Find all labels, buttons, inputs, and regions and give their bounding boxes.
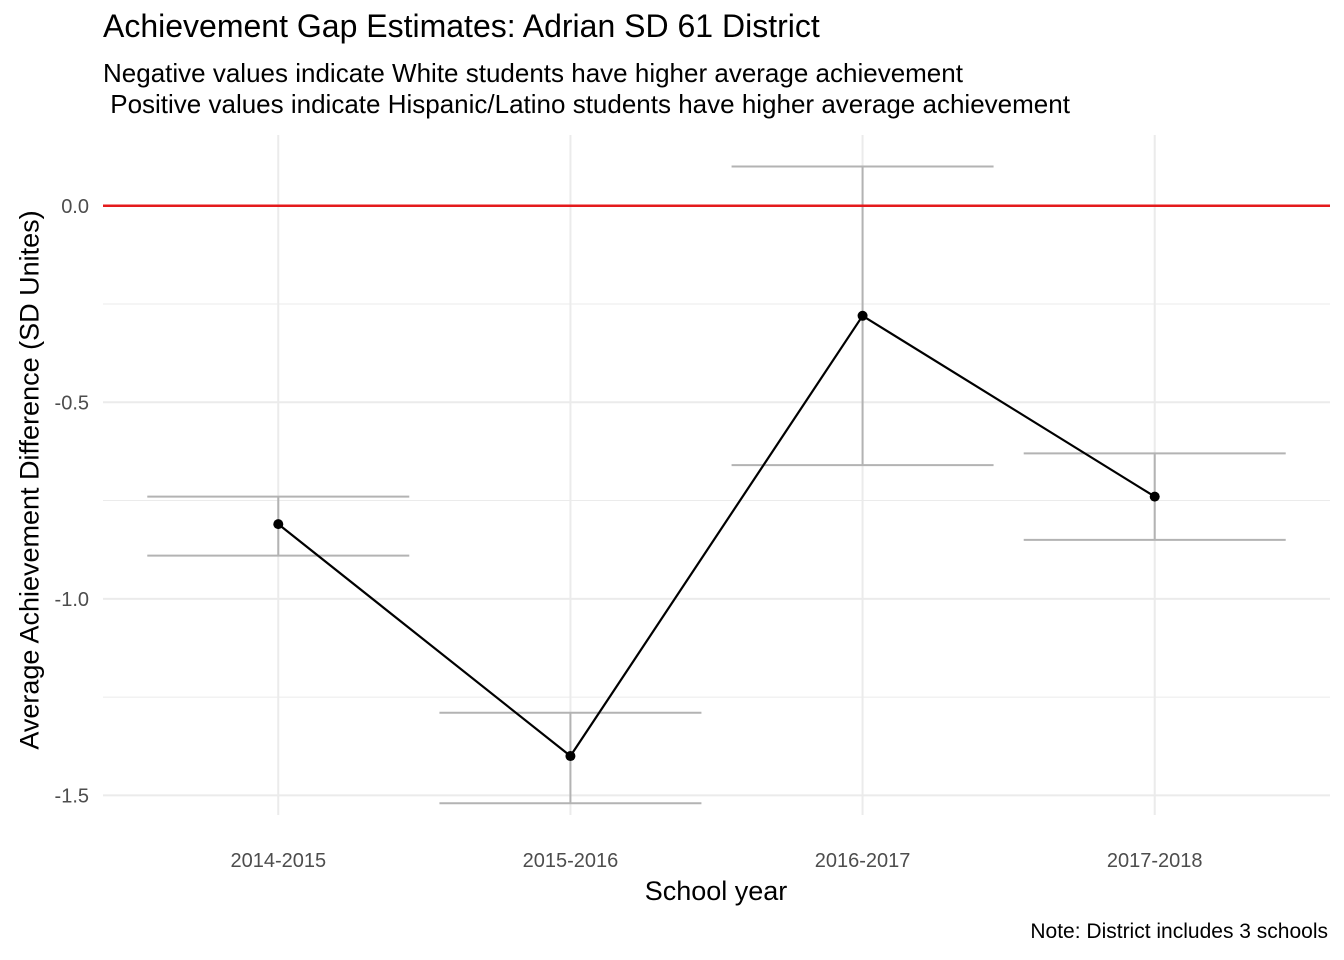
- data-point: [273, 519, 284, 530]
- x-tick-label: 2015-2016: [523, 850, 619, 872]
- y-axis-label: Average Achievement Difference (SD Unite…: [14, 210, 45, 750]
- y-tick-label: -1.5: [55, 785, 89, 807]
- x-tick-label: 2014-2015: [230, 850, 326, 872]
- data-point: [565, 751, 576, 762]
- y-tick-label: -0.5: [55, 392, 89, 414]
- series-line: [277, 314, 1156, 758]
- subtitle-line-1: Negative values indicate White students …: [103, 58, 963, 88]
- y-tick-label: 0.0: [61, 196, 89, 218]
- chart-caption: Note: District includes 3 schools: [1030, 920, 1328, 943]
- data-point: [857, 310, 868, 321]
- x-tick-label: 2017-2018: [1107, 850, 1203, 872]
- x-tick-label: 2016-2017: [815, 850, 911, 872]
- data-point: [1149, 491, 1160, 502]
- chart-subtitle: Negative values indicate White students …: [103, 58, 1070, 120]
- chart-title: Achievement Gap Estimates: Adrian SD 61 …: [103, 8, 820, 44]
- subtitle-line-2: Positive values indicate Hispanic/Latino…: [103, 89, 1070, 119]
- y-tick-label: -1.0: [55, 589, 89, 611]
- x-axis-label: School year: [644, 876, 788, 906]
